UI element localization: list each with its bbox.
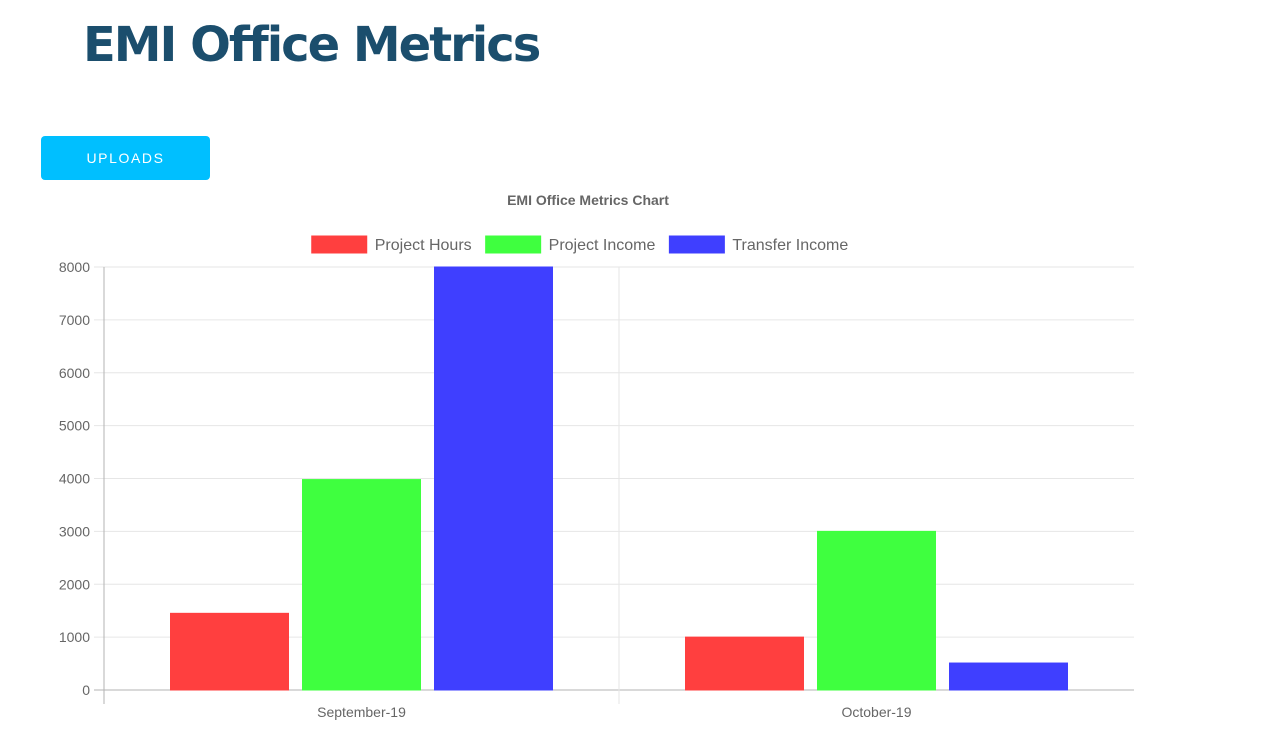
- legend-item-transfer-income[interactable]: Transfer Income: [668, 235, 848, 254]
- y-tick-label: 0: [82, 682, 90, 698]
- legend-swatch: [485, 235, 542, 254]
- y-axis-ticks: 0 1000 2000 3000 4000 5000 6000 7000 8000: [59, 259, 90, 698]
- bar-project-hours: [170, 612, 289, 691]
- legend-label: Project Income: [549, 237, 656, 254]
- chart-bars: [170, 266, 1068, 691]
- y-tick-label: 3000: [59, 523, 90, 539]
- y-tick-label: 8000: [59, 259, 90, 275]
- legend-item-project-hours[interactable]: Project Hours: [311, 235, 472, 254]
- y-tick-label: 5000: [59, 418, 90, 434]
- x-tick-label: October-19: [841, 704, 911, 720]
- bar-project-income: [817, 530, 936, 691]
- metrics-chart: EMI Office Metrics Chart Project Hours Pr…: [59, 192, 1134, 720]
- y-tick-label: 4000: [59, 471, 90, 487]
- y-tick-label: 6000: [59, 365, 90, 381]
- y-tick-label: 7000: [59, 312, 90, 328]
- x-tick-label: September-19: [317, 704, 406, 720]
- chart-legend[interactable]: Project Hours Project Income Transfer Inco…: [311, 235, 849, 254]
- legend-item-project-income[interactable]: Project Income: [485, 235, 656, 254]
- bar-project-hours: [685, 636, 804, 691]
- legend-swatch: [668, 235, 725, 254]
- bar-project-income: [302, 479, 421, 691]
- y-tick-label: 1000: [59, 629, 90, 645]
- bar-transfer-income: [949, 662, 1068, 691]
- uploads-button[interactable]: UPLOADS: [41, 136, 210, 180]
- y-tick-label: 2000: [59, 576, 90, 592]
- page-title: EMI Office Metrics: [83, 17, 541, 73]
- legend-swatch: [311, 235, 368, 254]
- x-axis-ticks: September-19 October-19: [317, 704, 912, 720]
- chart-title: EMI Office Metrics Chart: [507, 192, 669, 208]
- bar-transfer-income: [434, 266, 553, 691]
- legend-label: Project Hours: [375, 237, 472, 254]
- legend-label: Transfer Income: [732, 237, 848, 254]
